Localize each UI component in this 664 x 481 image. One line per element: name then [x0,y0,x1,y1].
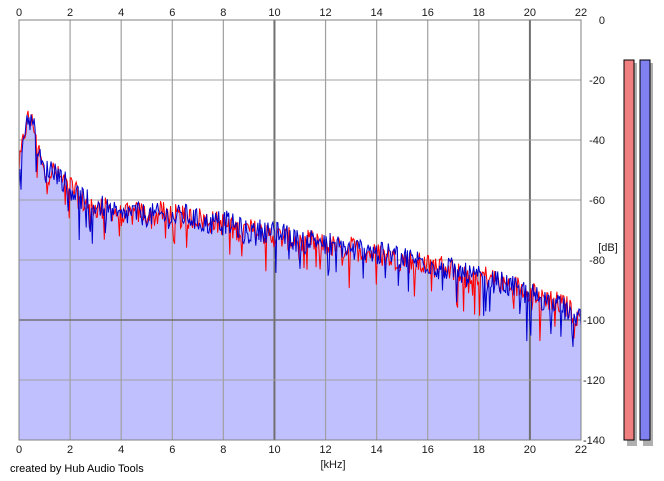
y-tick-label: -120 [583,375,605,387]
x-tick-label-bottom: 22 [575,444,587,456]
y-tick-label: 0 [599,15,605,27]
x-tick-label-top: 0 [16,7,22,19]
x-tick-label-top: 2 [67,7,73,19]
x-tick-label-top: 18 [473,7,485,19]
spectrum-lines [18,110,582,347]
x-tick-label-top: 14 [371,7,383,19]
credit-text: created by Hub Audio Tools [10,463,144,475]
x-tick-label-top: 22 [575,7,587,19]
y-tick-label: -20 [589,75,605,87]
y-axis-title: [dB] [598,242,618,254]
x-tick-label-top: 6 [169,7,175,19]
y-tick-label: -100 [583,315,605,327]
x-tick-label-top: 10 [268,7,280,19]
x-tick-label-top: 20 [524,7,536,19]
x-tick-label-top: 16 [422,7,434,19]
x-tick-label-bottom: 4 [118,444,124,456]
spectrum-fill [19,110,581,441]
x-ticks-top: 0 2 4 6 8 10 12 14 16 18 20 22 [16,7,587,19]
x-tick-label-bottom: 8 [220,444,226,456]
x-tick-label-bottom: 6 [169,444,175,456]
y-tick-label: -40 [589,135,605,147]
x-tick-label-bottom: 12 [319,444,331,456]
y-tick-label: -80 [589,255,605,267]
right-level-meter [639,59,651,441]
x-ticks-bottom: 0 2 4 6 8 10 12 14 16 18 20 22 [16,444,587,456]
x-axis-title: [kHz] [320,459,345,471]
right-channel-line [18,114,582,347]
x-tick-label-bottom: 10 [268,444,280,456]
x-tick-label-top: 12 [319,7,331,19]
y-tick-label: -60 [589,195,605,207]
plot-border [18,19,582,441]
x-tick-label-bottom: 0 [16,444,22,456]
left-level-meter [623,59,635,441]
x-tick-label-bottom: 16 [422,444,434,456]
x-tick-label-bottom: 14 [371,444,383,456]
level-meters [623,59,653,446]
spectrum-area [19,110,581,441]
y-ticks-right: 0 -20 -40 -60 -80 -100 -120 -140 [583,15,605,447]
left-channel-line [18,110,582,342]
x-tick-label-bottom: 20 [524,444,536,456]
x-tick-label-bottom: 2 [67,444,73,456]
x-tick-label-top: 8 [220,7,226,19]
x-tick-label-top: 4 [118,7,124,19]
x-tick-label-bottom: 18 [473,444,485,456]
y-tick-label: -140 [583,435,605,447]
